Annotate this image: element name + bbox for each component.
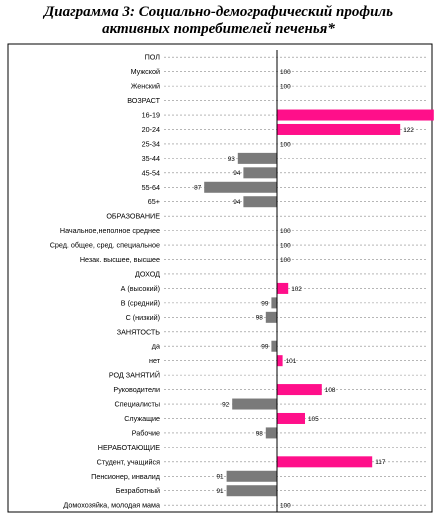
category-label: Домохозяйка, молодая мама (63, 501, 160, 510)
category-label: 20-24 (142, 125, 160, 134)
bar (271, 297, 277, 309)
category-label: Мужской (131, 67, 160, 76)
bar-value-label: 117 (375, 459, 386, 466)
category-label: 25-34 (142, 139, 160, 148)
category-label: C (низкий) (126, 313, 160, 322)
chart-title-line-2: активных потребителей печенья* (102, 21, 335, 37)
bar-value-label: 100 (280, 69, 291, 76)
category-label: нет (149, 356, 161, 365)
bar-value-label: 91 (216, 474, 224, 481)
category-label: Безработный (116, 486, 160, 495)
category-label: 65+ (148, 197, 160, 206)
bar-value-label: 105 (308, 416, 319, 423)
category-label: 35-44 (142, 154, 160, 163)
category-label: B (средний) (121, 298, 160, 307)
category-label: 16-19 (142, 111, 160, 120)
bar (277, 456, 373, 468)
section-header-label: ОБРАЗОВАНИЕ (106, 212, 160, 221)
section-header-label: ВОЗРАСТ (127, 96, 160, 105)
bar-value-label: 98 (256, 430, 264, 437)
bar-value-label: 100 (280, 257, 291, 264)
bar-value-label: 122 (403, 127, 414, 134)
bar-value-label: 94 (233, 170, 241, 177)
bar-value-label: 99 (261, 300, 269, 307)
category-label: Пенсионер, инвалид (91, 472, 161, 481)
section-header-label: РОД ЗАНЯТИЙ (109, 371, 160, 380)
category-label: да (152, 342, 160, 351)
chart-title: Диаграмма 3: Социально-демографический п… (0, 4, 437, 38)
bar-value-label: 100 (280, 503, 291, 510)
section-header-label: ПОЛ (145, 53, 161, 62)
bar-value-label: 100 (280, 242, 291, 249)
category-label: А (высокий) (121, 284, 160, 293)
bar (277, 109, 434, 121)
bar (277, 412, 305, 424)
category-label: 45-54 (142, 168, 160, 177)
bar-value-label: 91 (216, 488, 224, 495)
category-label: Незак. высшее, высшее (80, 255, 160, 264)
bar-value-label: 99 (261, 344, 269, 351)
category-label: Рабочие (132, 428, 160, 437)
bar-value-label: 101 (286, 358, 297, 365)
section-header-label: ЗАНЯТОСТЬ (117, 327, 161, 336)
category-label: Специалисты (115, 400, 160, 409)
bar (277, 355, 283, 367)
bar (243, 196, 277, 208)
bar (277, 384, 322, 396)
bar (271, 340, 277, 352)
chart-frame (7, 43, 433, 513)
section-header-label: НЕРАБОТАЮЩИЕ (98, 443, 160, 452)
bar-value-label: 98 (256, 315, 264, 322)
category-label: Студент, учащийся (97, 457, 160, 466)
bar-value-label: 94 (233, 199, 241, 206)
bar (232, 398, 277, 410)
category-label: 55-64 (142, 183, 160, 192)
category-label: Начальное,неполное среднее (60, 226, 160, 235)
category-label: Руководители (113, 385, 160, 394)
category-label: Сред. общее, сред. специальное (50, 241, 160, 250)
bar (204, 181, 277, 193)
category-label: Служащие (124, 414, 160, 423)
section-header-label: ДОХОД (135, 269, 160, 278)
bar-value-label: 100 (280, 141, 291, 148)
bar-value-label: 93 (228, 156, 236, 163)
bar-value-label: 108 (325, 387, 336, 394)
bar (277, 282, 289, 294)
bar (265, 311, 277, 323)
bar-value-label: 92 (222, 401, 230, 408)
bar (265, 427, 277, 439)
bar (226, 470, 277, 482)
bar-value-label: 102 (291, 286, 302, 293)
bar (237, 152, 277, 164)
bar (226, 485, 277, 497)
bar-value-label: 87 (194, 185, 202, 192)
bar (243, 167, 277, 179)
category-label: Женский (131, 82, 160, 91)
chart-title-line-1: Диаграмма 3: Социально-демографический п… (44, 4, 393, 20)
bar-value-label: 100 (280, 84, 291, 91)
bar (277, 123, 401, 135)
bar-value-label: 100 (280, 228, 291, 235)
